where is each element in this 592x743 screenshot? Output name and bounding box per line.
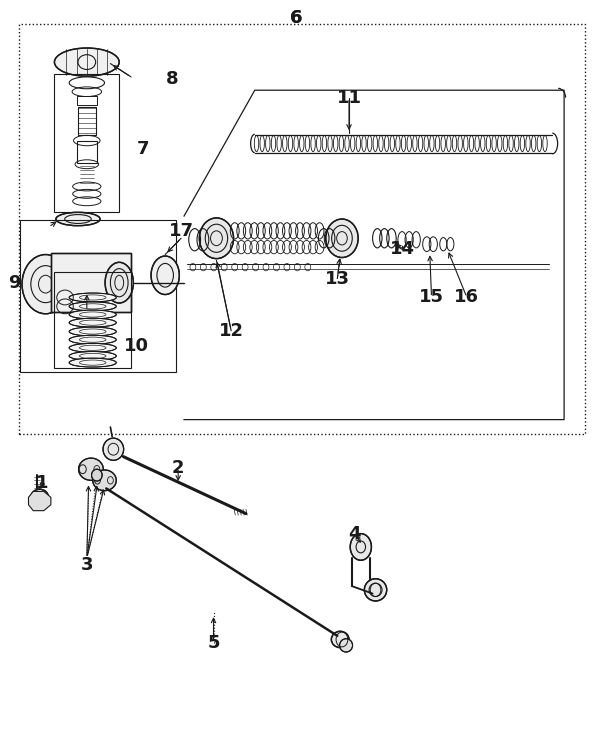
- Ellipse shape: [340, 639, 353, 652]
- Text: 12: 12: [218, 322, 244, 340]
- Text: 7: 7: [137, 140, 149, 158]
- Ellipse shape: [69, 318, 116, 327]
- Ellipse shape: [151, 256, 179, 294]
- Bar: [19, 24, 585, 435]
- Ellipse shape: [326, 219, 358, 258]
- Bar: [54, 74, 119, 212]
- Ellipse shape: [92, 470, 102, 481]
- Bar: [52, 253, 131, 312]
- Circle shape: [350, 533, 371, 560]
- Text: 3: 3: [81, 557, 93, 574]
- Bar: [77, 96, 97, 105]
- Ellipse shape: [103, 438, 124, 461]
- Text: 13: 13: [325, 270, 350, 288]
- Bar: [20, 220, 176, 372]
- Ellipse shape: [69, 351, 116, 360]
- Ellipse shape: [69, 335, 116, 344]
- Text: 5: 5: [207, 635, 220, 652]
- Text: 14: 14: [390, 241, 414, 259]
- Ellipse shape: [79, 458, 104, 480]
- Ellipse shape: [332, 632, 349, 648]
- Ellipse shape: [56, 212, 100, 226]
- Ellipse shape: [200, 218, 233, 259]
- Text: 16: 16: [455, 288, 480, 306]
- Text: 8: 8: [166, 70, 179, 88]
- Text: 2: 2: [172, 458, 184, 477]
- Text: 9: 9: [8, 273, 21, 292]
- Ellipse shape: [69, 343, 116, 352]
- Text: 4: 4: [349, 525, 361, 543]
- Text: 6: 6: [289, 9, 303, 27]
- Ellipse shape: [364, 579, 387, 601]
- Bar: [77, 140, 97, 163]
- Ellipse shape: [69, 310, 116, 319]
- Text: 17: 17: [169, 222, 194, 240]
- Ellipse shape: [105, 262, 133, 303]
- Ellipse shape: [31, 489, 49, 505]
- Text: 11: 11: [336, 88, 362, 106]
- Text: 10: 10: [124, 337, 149, 354]
- Text: 6: 6: [289, 9, 303, 27]
- Bar: [54, 272, 131, 368]
- Ellipse shape: [69, 302, 116, 311]
- Ellipse shape: [69, 293, 116, 302]
- Text: 15: 15: [419, 288, 444, 306]
- Ellipse shape: [93, 470, 116, 490]
- Bar: [78, 106, 96, 134]
- Text: 1: 1: [36, 473, 49, 492]
- Circle shape: [22, 255, 69, 314]
- Ellipse shape: [69, 358, 116, 367]
- Ellipse shape: [69, 327, 116, 336]
- Polygon shape: [28, 491, 51, 510]
- Ellipse shape: [54, 48, 119, 76]
- Bar: [52, 253, 131, 312]
